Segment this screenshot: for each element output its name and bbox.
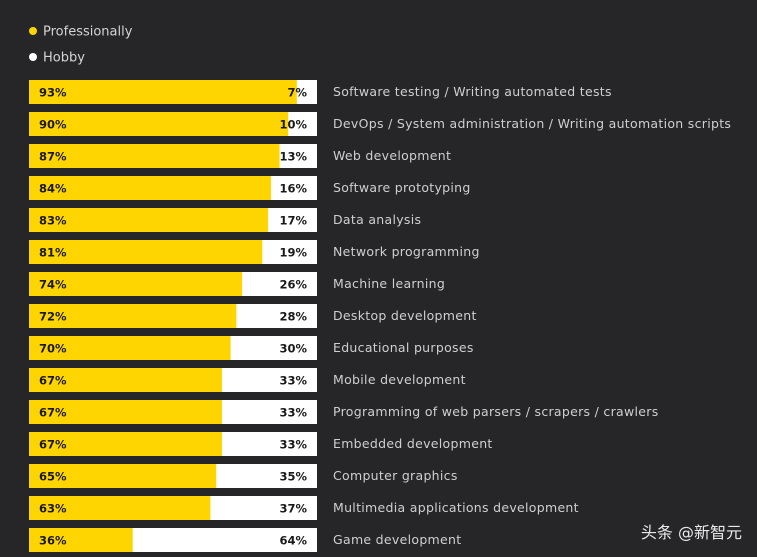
bar-professional-2 <box>29 144 280 168</box>
label-professional-7: 72% <box>39 310 67 324</box>
label-hobby-11: 33% <box>279 438 307 452</box>
label-hobby-5: 19% <box>279 246 307 260</box>
label-professional-10: 67% <box>39 406 67 420</box>
label-hobby-3: 16% <box>279 182 307 196</box>
label-professional-5: 81% <box>39 246 67 260</box>
label-professional-2: 87% <box>39 150 67 164</box>
category-label-7: Desktop development <box>333 308 477 323</box>
legend-entry-0: Professionally <box>43 25 133 40</box>
category-label-9: Mobile development <box>333 372 466 387</box>
category-label-1: DevOps / System administration / Writing… <box>333 116 731 131</box>
bar-professional-3 <box>29 176 271 200</box>
category-label-11: Embedded development <box>333 436 493 451</box>
bars-group: 93% 7% Software testing / Writing automate… <box>29 80 731 552</box>
label-professional-11: 67% <box>39 438 67 452</box>
legend: Professionally Hobby <box>29 25 133 66</box>
label-hobby-14: 64% <box>279 534 307 548</box>
label-hobby-7: 28% <box>279 310 307 324</box>
label-hobby-9: 33% <box>279 374 307 388</box>
bar-professional-6 <box>29 272 243 296</box>
label-hobby-6: 26% <box>279 278 307 292</box>
category-label-5: Network programming <box>333 244 480 259</box>
label-hobby-0: 7% <box>287 86 307 100</box>
category-label-6: Machine learning <box>333 276 445 291</box>
bar-professional-13 <box>29 496 211 520</box>
label-professional-8: 70% <box>39 342 67 356</box>
label-hobby-1: 10% <box>279 118 307 132</box>
category-label-14: Game development <box>333 532 461 547</box>
category-label-3: Software prototyping <box>333 180 471 195</box>
label-hobby-13: 37% <box>279 502 307 516</box>
label-professional-0: 93% <box>39 86 67 100</box>
bar-professional-12 <box>29 464 217 488</box>
bar-professional-0 <box>29 80 297 104</box>
legend-entry-1: Hobby <box>43 51 85 66</box>
label-hobby-12: 35% <box>279 470 307 484</box>
legend-marker-0 <box>29 27 37 35</box>
legend-marker-1 <box>29 53 37 61</box>
category-label-0: Software testing / Writing automated tes… <box>333 84 612 99</box>
bar-professional-11 <box>29 432 222 456</box>
bar-professional-7 <box>29 304 237 328</box>
category-label-10: Programming of web parsers / scrapers / … <box>333 404 659 419</box>
label-professional-13: 63% <box>39 502 67 516</box>
category-label-4: Data analysis <box>333 212 421 227</box>
bar-professional-5 <box>29 240 263 264</box>
bar-professional-1 <box>29 112 289 136</box>
label-professional-4: 83% <box>39 214 67 228</box>
label-hobby-8: 30% <box>279 342 307 356</box>
bar-professional-10 <box>29 400 222 424</box>
bar-professional-9 <box>29 368 222 392</box>
label-hobby-4: 17% <box>279 214 307 228</box>
label-professional-12: 65% <box>39 470 67 484</box>
category-label-12: Computer graphics <box>333 468 458 483</box>
label-professional-3: 84% <box>39 182 67 196</box>
category-label-13: Multimedia applications development <box>333 500 579 515</box>
bar-professional-14 <box>29 528 133 552</box>
category-label-2: Web development <box>333 148 451 163</box>
bar-professional-8 <box>29 336 231 360</box>
label-professional-9: 67% <box>39 374 67 388</box>
label-professional-1: 90% <box>39 118 67 132</box>
label-hobby-10: 33% <box>279 406 307 420</box>
bar-professional-4 <box>29 208 269 232</box>
label-professional-6: 74% <box>39 278 67 292</box>
label-professional-14: 36% <box>39 534 67 548</box>
label-hobby-2: 13% <box>279 150 307 164</box>
watermark-text: 头条 @新智元 <box>641 523 742 542</box>
category-label-8: Educational purposes <box>333 340 474 355</box>
